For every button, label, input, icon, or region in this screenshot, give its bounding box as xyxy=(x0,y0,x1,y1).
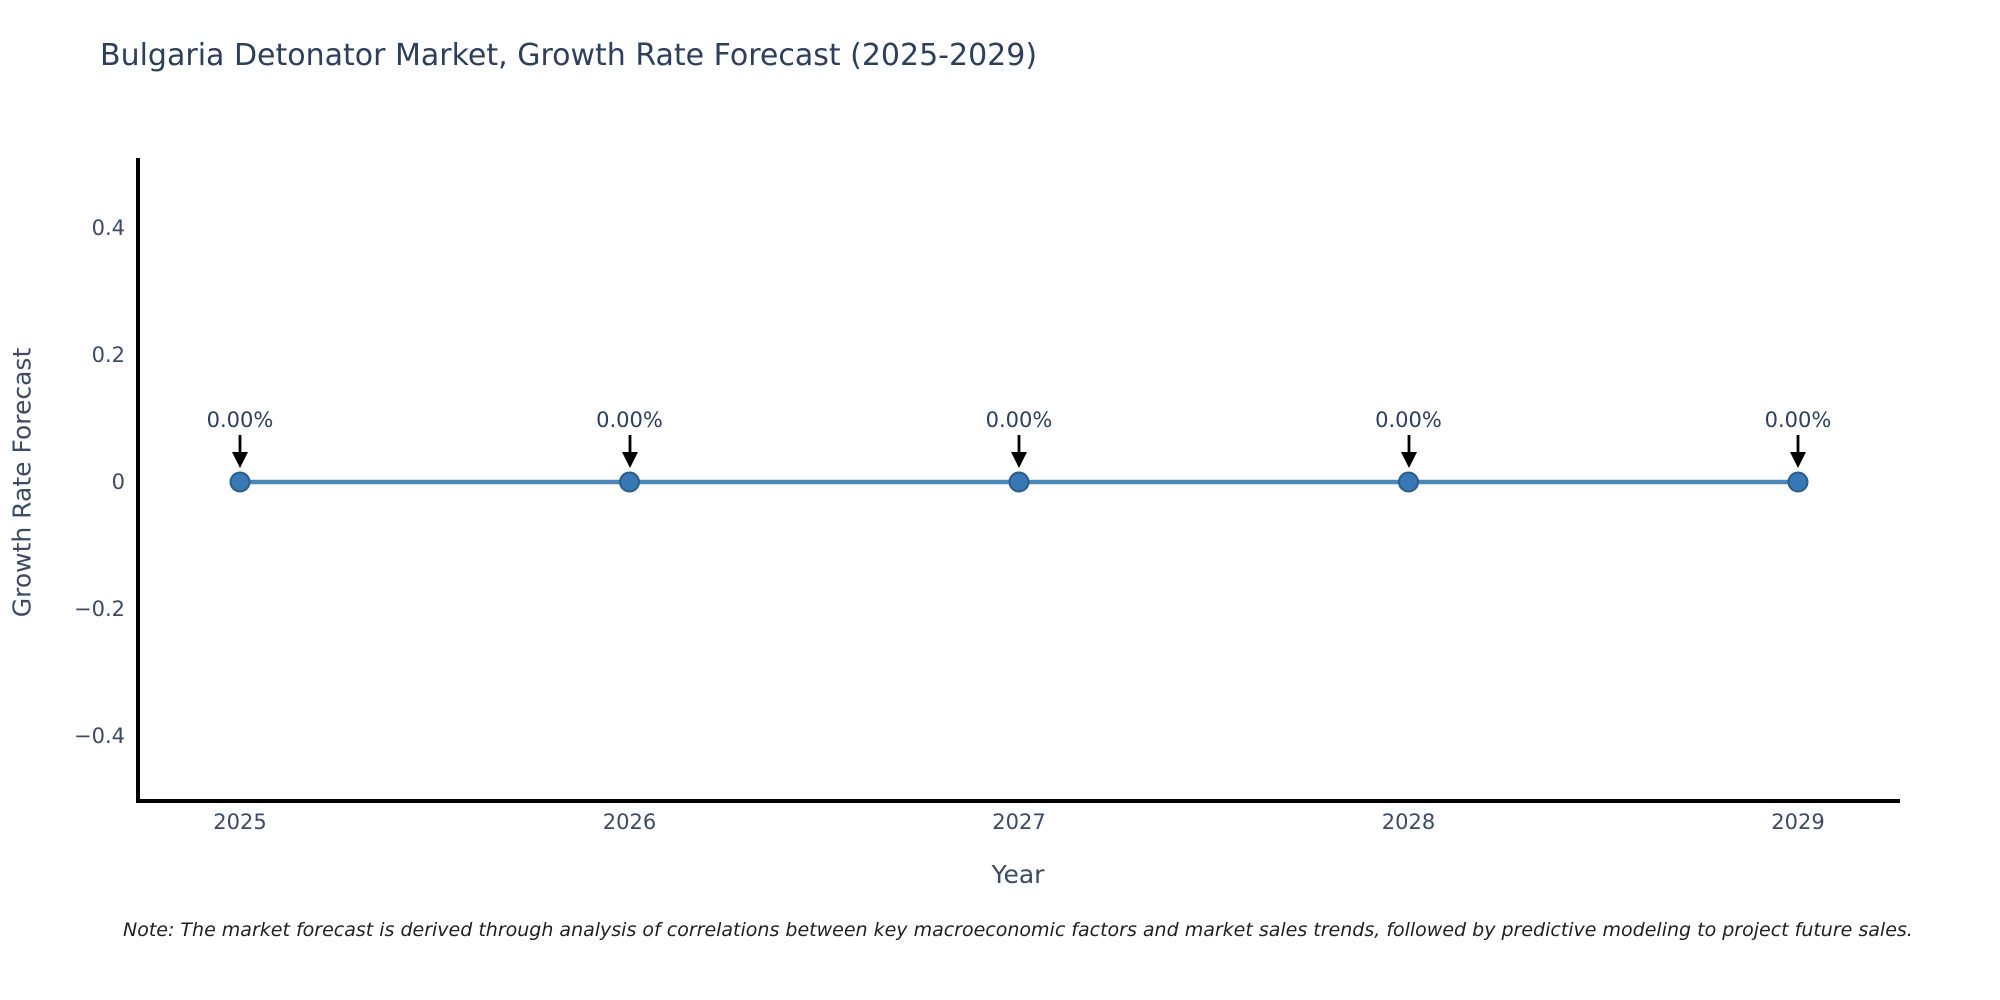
x-tick-label: 2029 xyxy=(1771,810,1825,834)
y-tick-label: 0.2 xyxy=(91,343,125,367)
chart-title: Bulgaria Detonator Market, Growth Rate F… xyxy=(100,38,1038,73)
annotation: 0.00% xyxy=(1359,408,1459,469)
annotation-label: 0.00% xyxy=(206,408,274,432)
data-point-marker xyxy=(1398,471,1419,493)
down-arrow-icon xyxy=(1400,435,1417,468)
x-tick-label: 2028 xyxy=(1381,810,1436,834)
down-arrow-icon xyxy=(232,435,248,468)
y-tick-label: 0.4 xyxy=(91,216,125,240)
data-point-marker xyxy=(619,471,640,493)
annotation-label: 0.00% xyxy=(1375,408,1442,432)
down-arrow-icon xyxy=(1011,435,1027,468)
data-point-marker xyxy=(1787,471,1809,493)
annotation: 0.00% xyxy=(190,408,290,469)
down-arrow-icon xyxy=(1790,435,1806,468)
y-tick-label: −0.2 xyxy=(74,597,125,621)
annotation: 0.00% xyxy=(580,408,680,469)
x-tick-label: 2026 xyxy=(602,810,657,834)
annotation-label: 0.00% xyxy=(985,408,1053,432)
x-tick-label: 2027 xyxy=(992,810,1046,834)
x-axis-title: Year xyxy=(991,860,1045,889)
y-tick-label: 0 xyxy=(111,470,125,494)
x-tick-label: 2025 xyxy=(213,810,267,834)
y-tick-label: −0.4 xyxy=(74,724,125,748)
annotation: 0.00% xyxy=(969,408,1069,469)
footnote: Note: The market forecast is derived thr… xyxy=(123,919,1913,941)
x-axis-spine xyxy=(136,799,1900,803)
down-arrow-icon xyxy=(621,435,638,468)
y-axis-spine xyxy=(136,158,140,803)
data-point-marker xyxy=(229,471,251,493)
annotation-label: 0.00% xyxy=(1764,408,1832,432)
data-point-marker xyxy=(1008,471,1030,493)
annotation-label: 0.00% xyxy=(596,408,663,432)
annotation: 0.00% xyxy=(1748,408,1848,469)
